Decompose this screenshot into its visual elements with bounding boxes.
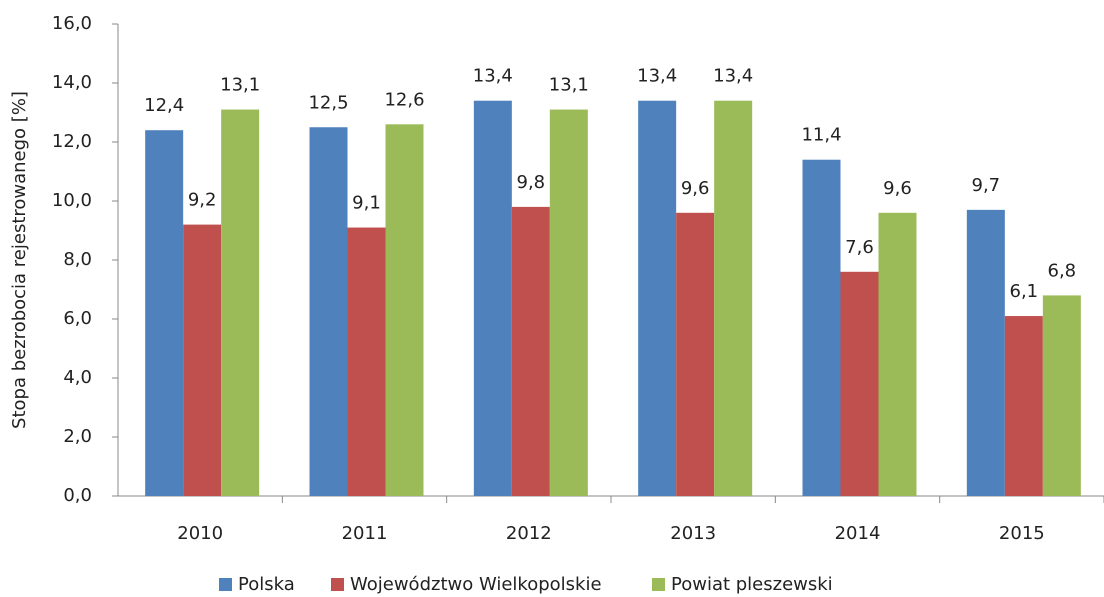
bar — [1004, 316, 1043, 496]
bar — [309, 127, 348, 496]
bar — [145, 130, 184, 496]
data-label: 13,1 — [549, 75, 589, 96]
y-tick-label: 6,0 — [63, 308, 92, 329]
y-tick-label: 2,0 — [63, 426, 92, 447]
data-label: 7,6 — [845, 237, 874, 258]
bar — [549, 109, 588, 497]
data-label: 9,8 — [517, 172, 546, 193]
data-label: 9,6 — [883, 178, 912, 199]
x-tick-label: 2010 — [177, 523, 223, 544]
data-label: 12,5 — [308, 92, 348, 113]
data-label: 13,4 — [637, 66, 677, 87]
legend-label: Powiat pleszewski — [671, 574, 833, 595]
data-label: 12,4 — [144, 95, 184, 116]
data-label: 6,1 — [1010, 281, 1039, 302]
legend-swatch — [331, 578, 344, 591]
bar — [638, 100, 677, 496]
bar — [385, 124, 424, 497]
y-tick-label: 0,0 — [63, 485, 92, 506]
data-label: 13,4 — [473, 66, 513, 87]
x-tick-label: 2011 — [342, 523, 388, 544]
x-tick-label: 2015 — [999, 523, 1045, 544]
data-label: 6,8 — [1048, 260, 1077, 281]
bar — [1042, 295, 1081, 496]
bar — [511, 206, 550, 496]
bar — [347, 227, 386, 497]
data-label: 12,6 — [384, 89, 424, 110]
legend-label: Polska — [238, 574, 295, 595]
data-label: 9,2 — [188, 190, 217, 211]
data-label: 13,1 — [220, 75, 260, 96]
y-tick-label: 10,0 — [52, 190, 92, 211]
legend-label: Województwo Wielkopolskie — [350, 574, 602, 595]
bar — [878, 212, 917, 497]
y-tick-label: 12,0 — [52, 131, 92, 152]
bar — [840, 271, 879, 496]
y-tick-label: 14,0 — [52, 72, 92, 93]
x-tick-label: 2013 — [670, 523, 716, 544]
bar — [714, 100, 753, 496]
data-label: 13,4 — [713, 66, 753, 87]
x-tick-label: 2014 — [835, 523, 881, 544]
bar — [221, 109, 260, 497]
data-label: 11,4 — [801, 125, 841, 146]
y-tick-label: 4,0 — [63, 367, 92, 388]
y-axis-label: Stopa bezrobocia rejestrowanego [%] — [9, 91, 30, 429]
x-tick-label: 2012 — [506, 523, 552, 544]
y-tick-label: 8,0 — [63, 249, 92, 270]
data-label: 9,6 — [681, 178, 710, 199]
bar — [473, 100, 512, 496]
legend-swatch — [652, 578, 665, 591]
data-label: 9,1 — [352, 193, 381, 214]
y-tick-label: 16,0 — [52, 13, 92, 34]
bar — [183, 224, 222, 496]
bar — [802, 159, 841, 496]
bar — [676, 212, 715, 497]
bar — [966, 209, 1005, 496]
data-label: 9,7 — [972, 175, 1001, 196]
legend-swatch — [219, 578, 232, 591]
